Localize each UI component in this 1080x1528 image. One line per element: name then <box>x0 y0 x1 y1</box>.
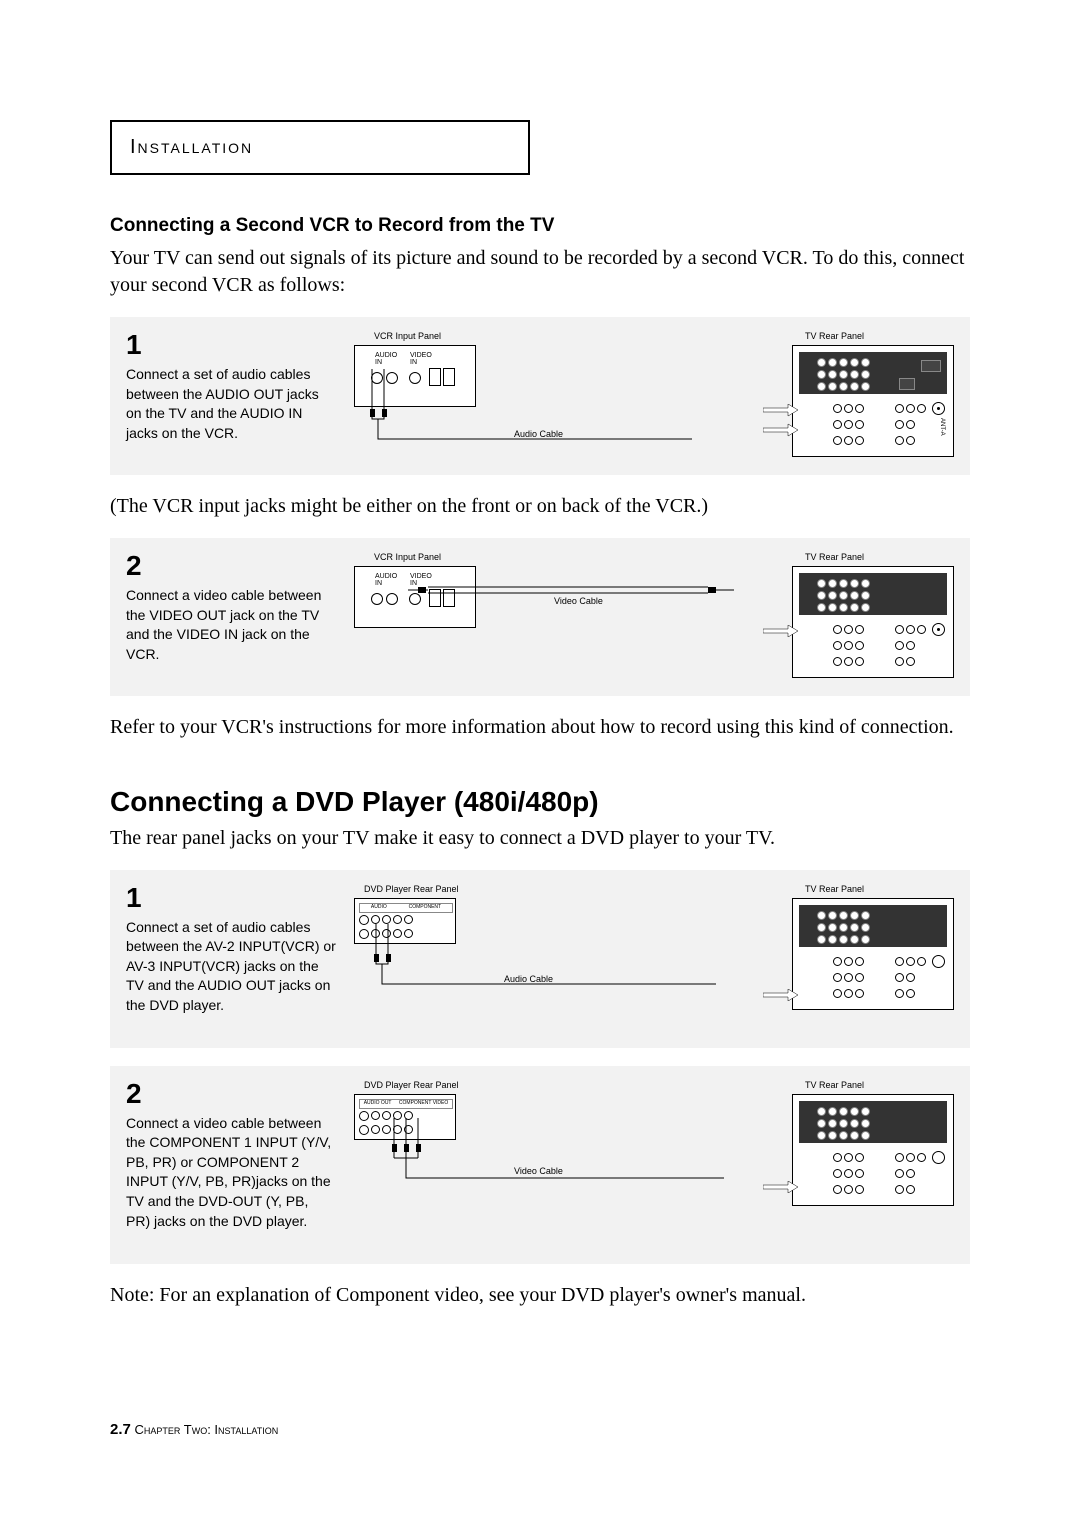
diagram-vcr-audio: VCR Input Panel AUDIOIN VIDEOIN Audio Ca… <box>354 331 954 461</box>
dark-region <box>799 352 947 394</box>
tv-rear-panel: ANT-A <box>792 345 954 457</box>
step-left: 1 Connect a set of audio cables between … <box>126 884 336 1016</box>
step-block-dvd-2: 2 Connect a video cable between the COMP… <box>110 1066 970 1264</box>
step-text: Connect a set of audio cables between th… <box>126 918 336 1016</box>
step-left: 1 Connect a set of audio cables between … <box>126 331 336 443</box>
section-title-dvd: Connecting a DVD Player (480i/480p) <box>110 785 970 819</box>
dark-region <box>799 1101 947 1143</box>
vcr-panel-label: VCR Input Panel <box>374 552 441 562</box>
step-number: 1 <box>126 884 336 912</box>
antenna-jack-icon <box>932 955 945 968</box>
step-left: 2 Connect a video cable between the VIDE… <box>126 552 336 664</box>
header-box: Installation <box>110 120 530 175</box>
diagram-dvd-audio: DVD Player Rear Panel AUDIOCOMPONENT <box>354 884 954 1014</box>
step-block-vcr-2: 2 Connect a video cable between the VIDE… <box>110 538 970 696</box>
step-block-dvd-1: 1 Connect a set of audio cables between … <box>110 870 970 1048</box>
page-number: 2.7 <box>110 1421 131 1438</box>
diagram-dvd-video: DVD Player Rear Panel AUDIO OUTCOMPONENT… <box>354 1080 954 1210</box>
dvd-panel-label: DVD Player Rear Panel <box>364 884 459 894</box>
video-label: VIDEOIN <box>410 573 432 587</box>
antenna-jack-icon <box>932 1151 945 1164</box>
note-dvd: Note: For an explanation of Component vi… <box>110 1282 970 1309</box>
label-strip: AUDIO OUTCOMPONENT VIDEO <box>359 1099 453 1109</box>
page-footer: 2.7 Chapter Two: Installation <box>110 1421 278 1438</box>
cable-label: Audio Cable <box>514 429 563 439</box>
video-label: VIDEOIN <box>410 352 432 366</box>
tv-rear-panel <box>792 898 954 1010</box>
dark-region <box>799 905 947 947</box>
vcr-panel-label: VCR Input Panel <box>374 331 441 341</box>
dark-region <box>799 573 947 615</box>
antenna-jack-icon <box>932 402 945 415</box>
cable-label: Video Cable <box>514 1166 563 1176</box>
step-text: Connect a set of audio cables between th… <box>126 365 336 443</box>
dvd-panel-label: DVD Player Rear Panel <box>364 1080 459 1090</box>
ant-label: ANT-A <box>939 418 945 436</box>
tv-panel-label: TV Rear Panel <box>805 1080 864 1090</box>
intro-text-dvd: The rear panel jacks on your TV make it … <box>110 825 970 852</box>
tv-rear-panel <box>792 1094 954 1206</box>
tv-panel-label: TV Rear Panel <box>805 552 864 562</box>
cable-label: Video Cable <box>554 596 603 606</box>
label-strip: AUDIOCOMPONENT <box>359 903 453 913</box>
tv-rear-panel <box>792 566 954 678</box>
audio-cable-icon <box>376 924 726 1004</box>
step-number: 2 <box>126 552 336 580</box>
audio-label: AUDIOIN <box>375 573 397 587</box>
cable-label: Audio Cable <box>504 974 553 984</box>
port-icon <box>899 378 915 390</box>
step-text: Connect a video cable between the VIDEO … <box>126 586 336 664</box>
arrow-icon <box>763 404 803 444</box>
note-vcr-2: Refer to your VCR's instructions for mor… <box>110 714 970 741</box>
tv-panel-label: TV Rear Panel <box>805 884 864 894</box>
audio-label: AUDIOIN <box>375 352 397 366</box>
header-title: Installation <box>130 136 253 158</box>
component-cable-icon <box>394 1118 744 1198</box>
step-number: 2 <box>126 1080 336 1108</box>
chapter-label: Chapter Two: Installation <box>134 1422 278 1437</box>
step-left: 2 Connect a video cable between the COMP… <box>126 1080 336 1232</box>
step-number: 1 <box>126 331 336 359</box>
step-text: Connect a video cable between the COMPON… <box>126 1114 336 1232</box>
tv-panel-label: TV Rear Panel <box>805 331 864 341</box>
antenna-jack-icon <box>932 623 945 636</box>
audio-jack-icon <box>386 593 398 605</box>
port-icon <box>921 360 941 372</box>
diagram-vcr-video: VCR Input Panel AUDIOIN VIDEOIN Video Ca… <box>354 552 954 682</box>
arrow-icon <box>763 625 803 637</box>
step-block-vcr-1: 1 Connect a set of audio cables between … <box>110 317 970 475</box>
section-title-text: Connecting a DVD Player (480i/480p) <box>110 786 599 817</box>
page: Installation Connecting a Second VCR to … <box>0 0 1080 1528</box>
note-vcr-1: (The VCR input jacks might be either on … <box>110 493 970 520</box>
arrow-icon <box>763 989 803 1001</box>
intro-text-vcr: Your TV can send out signals of its pict… <box>110 245 970 299</box>
subhead-vcr: Connecting a Second VCR to Record from t… <box>110 215 970 237</box>
arrow-icon <box>763 1181 803 1193</box>
audio-jack-icon <box>371 593 383 605</box>
